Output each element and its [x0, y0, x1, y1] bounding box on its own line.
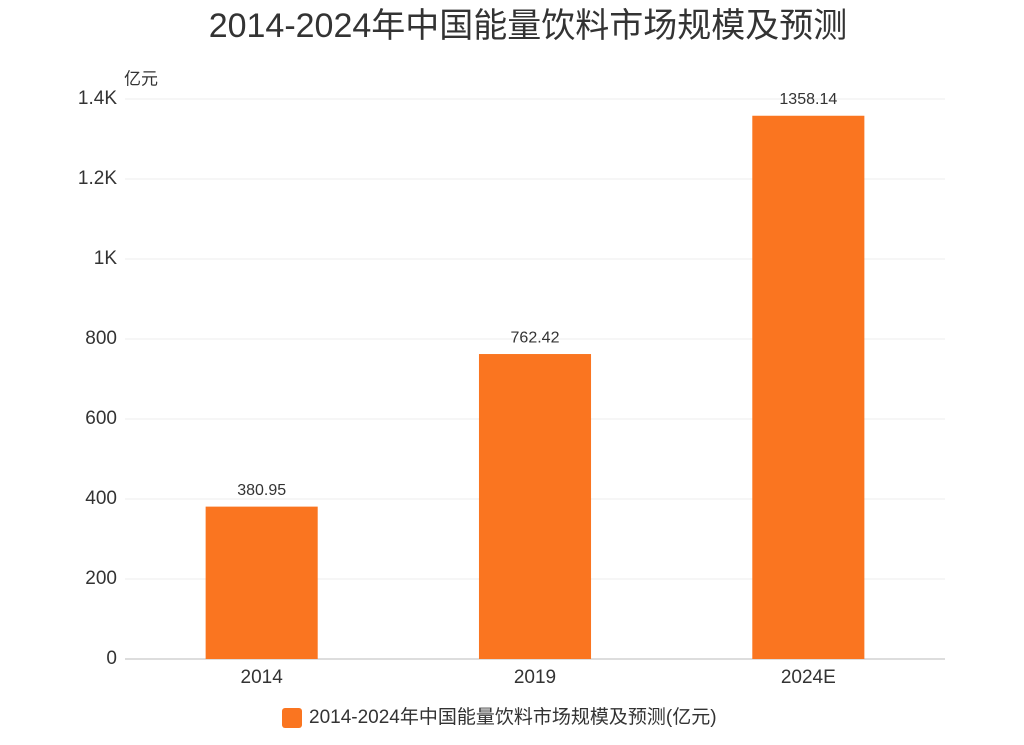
data-label: 762.42: [511, 329, 560, 346]
x-tick-label: 2014: [241, 667, 284, 688]
data-label: 1358.14: [779, 91, 837, 108]
y-axis-unit: 亿元: [124, 69, 158, 88]
y-tick-label: 1.4K: [78, 88, 117, 109]
y-tick-label: 400: [85, 488, 117, 509]
y-tick-label: 1.2K: [78, 168, 117, 189]
x-tick-label: 2024E: [781, 667, 836, 688]
x-tick-label: 2019: [514, 667, 556, 688]
y-tick-label: 800: [85, 328, 117, 349]
y-tick-label: 600: [85, 408, 117, 429]
data-label: 380.95: [237, 482, 286, 499]
bar: [205, 506, 318, 659]
y-tick-label: 200: [85, 568, 117, 589]
bar: [478, 354, 592, 659]
legend-swatch: [282, 708, 302, 728]
y-tick-label: 0: [106, 648, 117, 669]
chart-title: 2014-2024年中国能量饮料市场规模及预测: [209, 7, 848, 45]
legend-label: 2014-2024年中国能量饮料市场规模及预测(亿元): [309, 706, 717, 728]
bar: [752, 115, 865, 659]
y-tick-label: 1K: [94, 248, 118, 269]
